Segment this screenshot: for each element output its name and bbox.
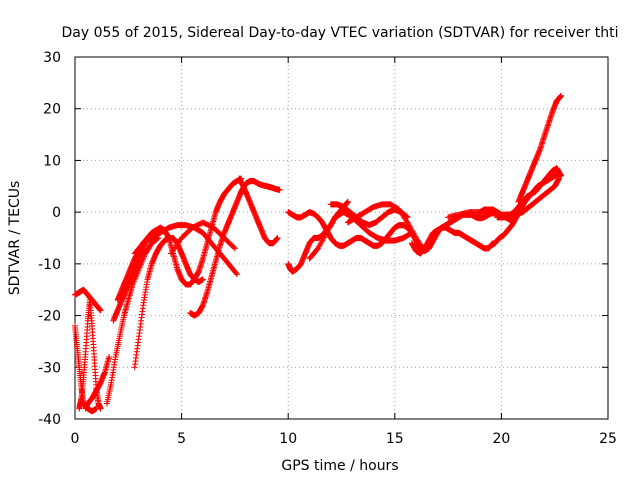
series-track-v [494,175,562,221]
x-tick-label: 15 [386,431,404,447]
y-tick-label: -30 [38,360,61,376]
y-tick-label: 20 [43,102,61,118]
data-point [276,186,283,193]
y-axis-title: SDTVAR / TECUs [7,181,23,296]
y-tick-label: 30 [43,50,61,66]
data-point [344,198,351,205]
series-track-c [76,297,104,412]
data-point [97,307,104,314]
series-track-l [236,175,281,247]
data-point [555,175,562,182]
series-track-k [187,178,283,319]
data-point [230,244,237,251]
y-tick-label: -20 [38,309,61,325]
series-track-f [110,235,151,324]
x-tick-label: 10 [279,431,297,447]
y-tick-label: -40 [38,412,61,428]
y-tick-label: -10 [38,257,61,273]
data-point [231,245,238,252]
series-track-m [285,198,351,275]
series-track-n [285,209,496,254]
x-tick-label: 25 [599,431,617,447]
plot-frame [74,56,609,420]
series-track-w [515,92,565,205]
data-point [106,353,113,360]
data-point [558,92,565,99]
data-marks [72,92,565,415]
series-track-j [167,219,238,257]
data-point [234,271,241,278]
chart-title: Day 055 of 2015, Sidereal Day-to-day VTE… [62,25,619,41]
x-tick-labels: 0 5 10 15 20 25 [71,431,617,447]
data-point [97,405,104,412]
x-axis-title: GPS time / hours [281,458,398,474]
series-track-d [82,353,113,412]
y-tick-label: 10 [43,153,61,169]
y-tick-labels: -40 -30 -20 -10 0 10 20 30 [38,50,61,428]
data-point [274,235,281,241]
y-tick-label: 0 [52,205,61,221]
series-track-i [131,222,241,278]
series-track-a [72,286,104,314]
data-point [233,270,240,277]
series-track-q [344,201,428,254]
data-point [199,276,206,283]
x-tick-label: 20 [492,431,510,447]
x-tick-label: 5 [177,431,186,447]
x-tick-label: 0 [71,431,80,447]
